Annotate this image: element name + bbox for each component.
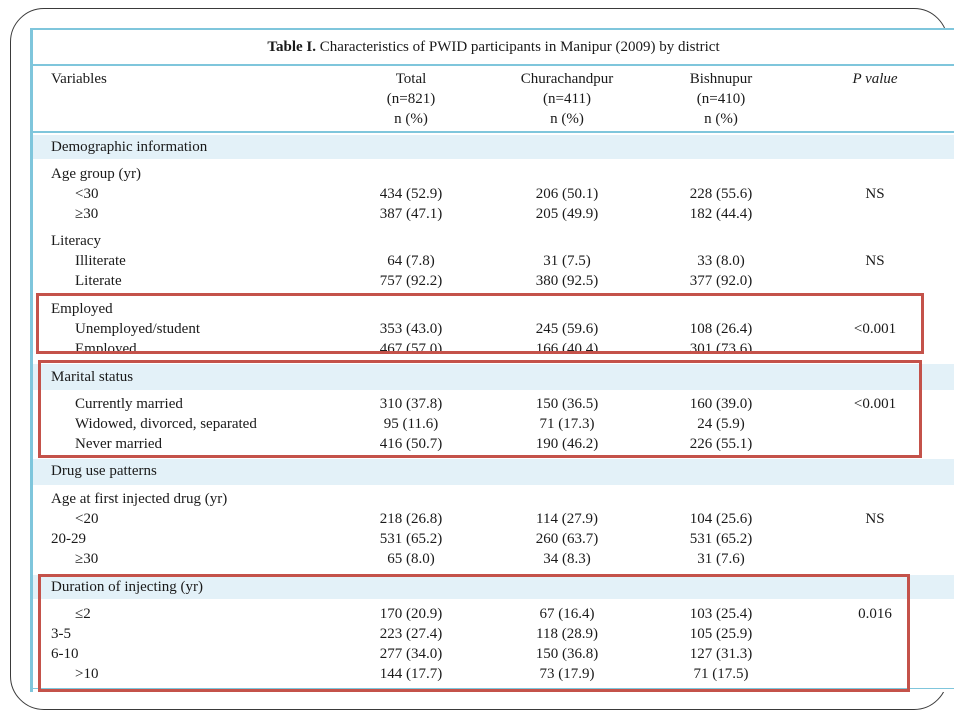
group-label-age: Age group (yr) bbox=[51, 166, 141, 182]
caption-text: Characteristics of PWID participants in … bbox=[319, 39, 720, 55]
band-duration bbox=[33, 575, 954, 599]
group-label-employed: Employed bbox=[51, 301, 113, 317]
highlight-box-duration bbox=[38, 574, 910, 692]
employed-group: Employed Unemployed/student 353 (43.0) 2… bbox=[51, 301, 897, 354]
highlight-box-employed bbox=[36, 293, 924, 354]
section-band-drug-use bbox=[33, 459, 954, 485]
group-label-marital: Marital status bbox=[51, 369, 134, 385]
group-label-age-first-inject: Age at first injected drug (yr) bbox=[51, 491, 228, 507]
header-bottom-rule bbox=[33, 131, 954, 133]
col-header-variables: Variables bbox=[51, 71, 107, 87]
col-header-bishnupur: Bishnupur (n=410) n (%) bbox=[689, 71, 753, 127]
col-header-total: Total (n=821) n (%) bbox=[386, 71, 436, 127]
group-label-duration: Duration of injecting (yr) bbox=[51, 579, 204, 595]
section-drug-use: Drug use patterns bbox=[51, 463, 157, 479]
header-top-rule bbox=[33, 64, 954, 66]
table-caption: Table I. Characteristics of PWID partici… bbox=[33, 30, 954, 64]
section-band-demographic bbox=[33, 135, 954, 159]
col-header-churachandpur: Churachandpur (n=411) n (%) bbox=[520, 71, 614, 127]
section-demographic: Demographic information bbox=[51, 139, 208, 155]
band-marital bbox=[33, 364, 954, 390]
caption-label: Table I. bbox=[267, 39, 316, 55]
highlight-box-marital bbox=[38, 360, 922, 458]
table-bottom-rule bbox=[33, 688, 954, 689]
col-header-pvalue: P value bbox=[852, 71, 898, 87]
group-label-literacy: Literacy bbox=[51, 233, 101, 249]
